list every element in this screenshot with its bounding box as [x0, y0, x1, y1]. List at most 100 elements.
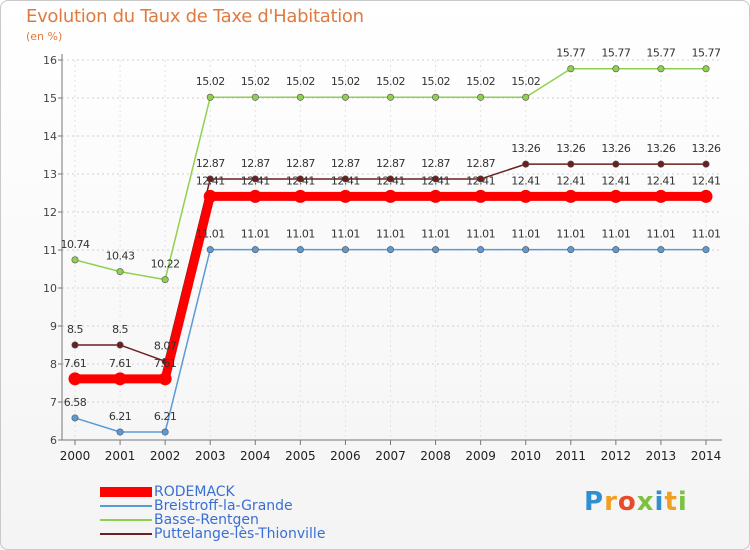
logo-letter: i — [677, 487, 688, 517]
data-point — [341, 175, 349, 183]
data-label: 8.07 — [154, 339, 177, 352]
data-point — [699, 189, 713, 203]
data-point — [522, 93, 530, 101]
data-label: 15.77 — [692, 47, 721, 60]
legend: RODEMACK Breistroff-la-Grande Basse-Rentge… — [100, 485, 400, 541]
data-point — [702, 160, 710, 168]
legend-item: RODEMACK — [100, 485, 400, 499]
data-label: 12.87 — [331, 157, 360, 170]
data-point — [702, 65, 710, 73]
data-label: 12.41 — [692, 174, 721, 187]
data-label: 12.41 — [376, 174, 405, 187]
data-label: 6.58 — [64, 396, 87, 409]
data-point — [522, 160, 530, 168]
data-point — [384, 189, 397, 203]
data-label: 6.21 — [154, 410, 177, 423]
data-label: 15.77 — [601, 47, 630, 60]
data-point — [522, 246, 530, 254]
data-point — [71, 341, 79, 349]
legend-label: Basse-Rentgen — [154, 512, 259, 528]
series-1 — [71, 246, 710, 436]
data-point — [71, 414, 79, 422]
y-tick-label: 16 — [43, 54, 57, 67]
data-label: 6.21 — [109, 410, 132, 423]
data-point — [296, 175, 304, 183]
data-label: 12.87 — [421, 157, 450, 170]
data-label: 12.41 — [646, 174, 675, 187]
y-tick-label: 11 — [43, 244, 57, 257]
data-label: 13.26 — [601, 142, 630, 155]
data-label: 12.41 — [196, 174, 225, 187]
legend-item: Breistroff-la-Grande — [100, 499, 400, 513]
data-point — [657, 160, 665, 168]
data-label: 15.02 — [286, 75, 315, 88]
data-label: 11.01 — [692, 228, 721, 241]
series-2 — [71, 65, 710, 284]
data-label: 12.41 — [466, 174, 495, 187]
data-label: 15.02 — [466, 75, 495, 88]
legend-item: Basse-Rentgen — [100, 513, 400, 527]
data-label: 11.01 — [511, 228, 540, 241]
data-label: 11.01 — [376, 228, 405, 241]
data-label: 11.01 — [556, 228, 585, 241]
series-labels-3: 8.5 8.5 8.07 12.87 12.87 12.87 12.87 12.87 12.87… — [67, 142, 721, 352]
data-point — [158, 372, 172, 386]
data-label: 15.02 — [331, 75, 360, 88]
data-label: 7.61 — [64, 357, 87, 370]
data-point — [113, 372, 127, 386]
legend-item: Puttelange-lès-Thionville — [100, 527, 400, 541]
data-label: 12.41 — [331, 174, 360, 187]
data-label: 10.74 — [61, 238, 90, 251]
data-point — [116, 341, 124, 349]
y-tick-label: 7 — [50, 396, 57, 409]
x-tick-label: 2008 — [420, 449, 451, 463]
x-tick-label: 2002 — [150, 449, 181, 463]
x-tick-label: 2010 — [510, 449, 541, 463]
y-tick-label: 10 — [43, 282, 57, 295]
x-tick-label: 2003 — [195, 449, 226, 463]
data-point — [609, 189, 623, 203]
x-tick-label: 2007 — [375, 449, 406, 463]
data-label: 11.01 — [331, 228, 360, 241]
data-label: 15.02 — [376, 75, 405, 88]
data-point — [432, 246, 440, 254]
data-point — [654, 189, 668, 203]
data-label: 15.02 — [196, 75, 225, 88]
series-labels-2: 10.74 10.43 10.22 15.02 15.02 15.02 15.02 15.02… — [61, 47, 722, 271]
data-point — [564, 189, 578, 203]
data-point — [71, 256, 79, 264]
data-point — [477, 246, 485, 254]
data-point — [386, 93, 394, 101]
data-point — [203, 189, 217, 203]
data-label: 12.41 — [556, 174, 585, 187]
data-point — [612, 246, 620, 254]
logo-letter: P — [584, 487, 605, 517]
proxiti-logo: Proxiti — [584, 487, 688, 517]
data-point — [296, 246, 304, 254]
data-point — [293, 189, 307, 203]
data-point — [657, 246, 665, 254]
data-point — [567, 160, 575, 168]
x-tick-label: 2014 — [691, 449, 722, 463]
x-tick-label: 2013 — [646, 449, 677, 463]
data-label: 12.87 — [286, 157, 315, 170]
data-label: 12.41 — [241, 174, 270, 187]
y-tick-label: 8 — [50, 358, 57, 371]
data-label: 12.87 — [196, 157, 225, 170]
data-label: 15.02 — [421, 75, 450, 88]
data-point — [432, 93, 440, 101]
data-point — [519, 189, 533, 203]
data-label: 12.41 — [421, 174, 450, 187]
data-point — [248, 189, 262, 203]
data-point — [567, 65, 575, 73]
logo-letter: x — [636, 487, 655, 517]
data-point — [567, 246, 575, 254]
data-label: 15.77 — [646, 47, 675, 60]
legend-swatch — [100, 519, 152, 521]
legend-label: Breistroff-la-Grande — [154, 498, 293, 514]
x-tick-label: 2012 — [601, 449, 632, 463]
data-label: 15.02 — [511, 75, 540, 88]
y-tick-label: 14 — [43, 130, 57, 143]
data-point — [206, 93, 214, 101]
data-label: 11.01 — [241, 228, 270, 241]
